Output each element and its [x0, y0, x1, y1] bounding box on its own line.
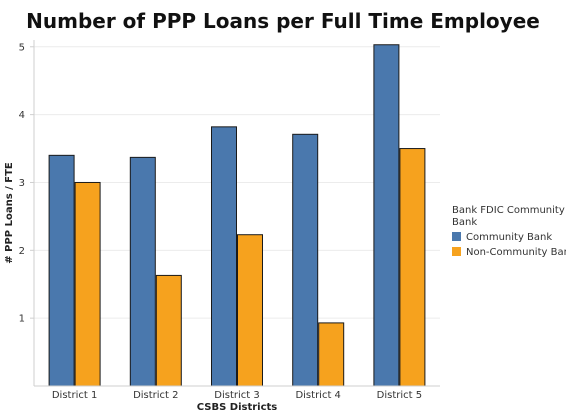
- bar: [399, 148, 426, 387]
- y-tick-label: 3: [19, 178, 25, 189]
- legend-label: Non-Community Bank: [466, 247, 566, 258]
- bars: [48, 44, 426, 387]
- bar: [211, 126, 237, 387]
- x-tick-label: District 4: [295, 390, 340, 401]
- legend-swatch: [452, 232, 461, 241]
- x-axis-label: CSBS Districts: [197, 402, 278, 413]
- y-axis-label: # PPP Loans / FTE: [4, 162, 15, 264]
- y-tick-label: 2: [19, 246, 25, 257]
- y-tick-label: 1: [19, 314, 25, 325]
- legend-swatch: [452, 247, 461, 256]
- bar: [318, 322, 345, 387]
- bar: [237, 234, 263, 387]
- x-tick-label: District 3: [214, 390, 259, 401]
- bar: [74, 181, 101, 387]
- y-tick-label: 5: [19, 42, 25, 53]
- legend-items: Community Bank Non-Community Bank: [452, 232, 566, 258]
- legend-title-line2: Bank: [452, 217, 477, 228]
- legend: Bank FDIC Community Bank Community Bank N…: [452, 205, 566, 258]
- x-tick-label: District 1: [52, 390, 97, 401]
- x-tick-label: District 2: [133, 390, 178, 401]
- bar: [292, 133, 319, 387]
- x-tick-labels: District 1 District 2 District 3 District 4…: [52, 390, 422, 401]
- x-tick-label: District 5: [377, 390, 422, 401]
- legend-title-line1: Bank FDIC Community: [452, 205, 565, 216]
- y-tick-label: 4: [19, 110, 25, 121]
- bar: [155, 274, 182, 387]
- bar: [129, 156, 156, 387]
- bar: [373, 44, 400, 387]
- y-tick-labels: 1 2 3 4 5: [19, 42, 34, 325]
- chart-title: Number of PPP Loans per Full Time Employ…: [26, 9, 540, 33]
- bar: [48, 154, 75, 387]
- legend-label: Community Bank: [466, 232, 552, 243]
